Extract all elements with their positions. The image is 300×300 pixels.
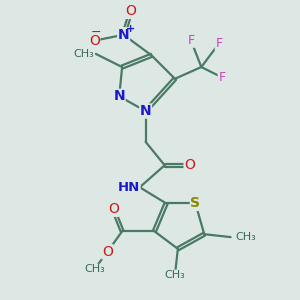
Text: CH₃: CH₃ — [235, 232, 256, 242]
Text: HN: HN — [118, 181, 140, 194]
Text: O: O — [89, 34, 100, 48]
Text: F: F — [188, 34, 195, 47]
Text: HN: HN — [118, 181, 140, 194]
Text: O: O — [184, 158, 195, 172]
Text: N: N — [113, 89, 125, 103]
Text: O: O — [108, 202, 119, 216]
Text: −: − — [91, 26, 101, 39]
Text: N: N — [140, 104, 152, 118]
Text: CH₃: CH₃ — [74, 49, 94, 59]
Text: +: + — [126, 24, 136, 34]
Text: N: N — [118, 28, 129, 42]
Text: CH₃: CH₃ — [84, 264, 105, 274]
Text: O: O — [102, 245, 113, 259]
Text: S: S — [190, 196, 200, 210]
Text: F: F — [218, 71, 225, 84]
Text: CH₃: CH₃ — [164, 270, 185, 280]
Text: F: F — [215, 37, 223, 50]
Text: O: O — [125, 4, 136, 18]
